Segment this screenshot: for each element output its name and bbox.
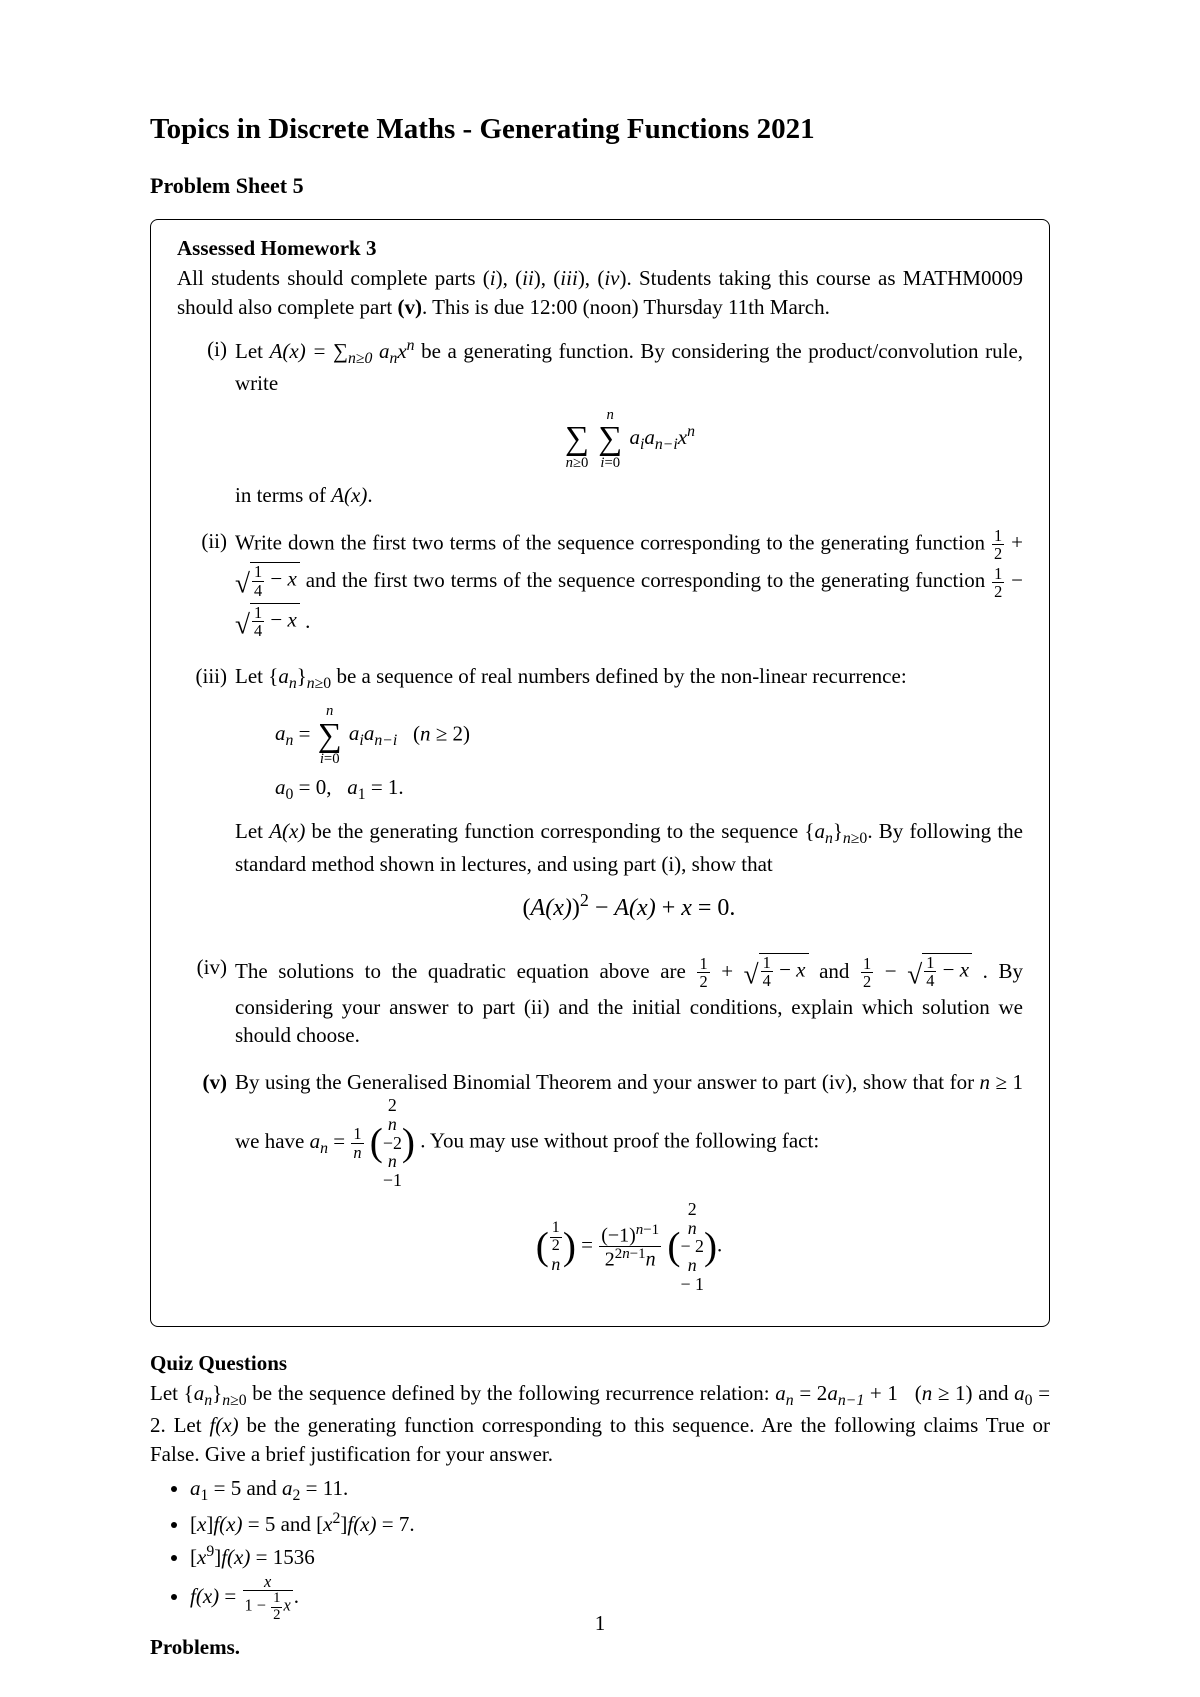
marker-i: (i) xyxy=(177,335,235,509)
page: Topics in Discrete Maths - Generating Fu… xyxy=(0,0,1200,1697)
ii-text-b: and the first two terms of the sequence … xyxy=(306,568,991,592)
quiz-b3: [x9]f(x) = 1536 xyxy=(190,1541,1050,1571)
v-display: (12n) = (−1)n−122n−1n (2n − 2n − 1). xyxy=(235,1200,1023,1294)
iv-text-a: The solutions to the quadratic equation … xyxy=(235,959,696,983)
doc-subtitle: Problem Sheet 5 xyxy=(150,171,1050,201)
hw-item-iii: (iii) Let {an}n≥0 be a sequence of real … xyxy=(177,662,1023,935)
v-text-b: . You may use without proof the followin… xyxy=(420,1129,819,1153)
iii-text-b: Let A(x) be the generating function corr… xyxy=(235,819,1023,875)
iii-display: (A(x))2 − A(x) + x = 0. xyxy=(235,888,1023,924)
quiz-heading: Quiz Questions xyxy=(150,1349,1050,1377)
page-number: 1 xyxy=(0,1609,1200,1637)
hw-intro: All students should complete parts (i), … xyxy=(177,264,1023,321)
hw-item-ii: (ii) Write down the first two terms of t… xyxy=(177,527,1023,644)
marker-iii: (iii) xyxy=(177,662,235,935)
hw-heading: Assessed Homework 3 xyxy=(177,234,1023,262)
ii-text-a: Write down the first two terms of the se… xyxy=(235,530,991,554)
iv-expr-minus: 12 − √14 − x xyxy=(860,959,983,983)
hw-item-iv: (iv) The solutions to the quadratic equa… xyxy=(177,953,1023,1050)
hw-item-i: (i) Let A(x) = ∑n≥0 anxn be a generating… xyxy=(177,335,1023,509)
marker-iv: (iv) xyxy=(177,953,235,1050)
marker-v: (v) xyxy=(177,1068,235,1304)
hw-item-v: (v) By using the Generalised Binomial Th… xyxy=(177,1068,1023,1304)
quiz-b2: [x]f(x) = 5 and [x2]f(x) = 7. xyxy=(190,1508,1050,1538)
problems-heading: Problems. xyxy=(150,1633,1050,1661)
quiz-b1: a1 = 5 and a2 = 11. xyxy=(190,1474,1050,1506)
ii-text-c: . xyxy=(305,609,310,633)
marker-ii: (ii) xyxy=(177,527,235,644)
i-text-c: in terms of A(x). xyxy=(235,483,373,507)
doc-title: Topics in Discrete Maths - Generating Fu… xyxy=(150,110,1050,149)
i-display: ∑n≥0 n∑i=0 aian−ixn xyxy=(235,408,1023,471)
hw-list: (i) Let A(x) = ∑n≥0 anxn be a generating… xyxy=(177,335,1023,1304)
i-text-a: Let xyxy=(235,339,270,363)
iii-text-a: Let {an}n≥0 be a sequence of real number… xyxy=(235,664,907,688)
iii-recurrence: an = n∑i=0 aian−i (n ≥ 2) a0 = 0, a1 = 1… xyxy=(275,704,1023,805)
quiz-bullets: a1 = 5 and a2 = 11. [x]f(x) = 5 and [x2]… xyxy=(150,1474,1050,1623)
homework-box: Assessed Homework 3 All students should … xyxy=(150,219,1050,1327)
i-Adef: A(x) = ∑n≥0 anxn xyxy=(270,339,415,363)
quiz-intro: Let {an}n≥0 be the sequence defined by t… xyxy=(150,1379,1050,1468)
iv-expr-plus: 12 + √14 − x xyxy=(696,959,819,983)
iv-text-b: and xyxy=(819,959,860,983)
